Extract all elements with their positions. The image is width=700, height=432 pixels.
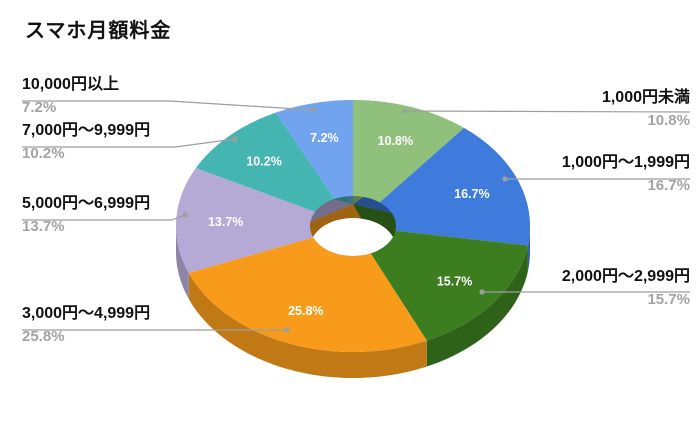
slice-percent-label: 10.8%: [378, 134, 413, 148]
leader-dot: [402, 108, 408, 114]
leader-dot: [310, 107, 316, 113]
callout-2000-2999: 2,000円〜2,999円 15.7%: [561, 268, 690, 308]
pie-slice: [188, 226, 427, 352]
leader-line: [22, 100, 314, 111]
callout-label: 10,000円以上: [22, 76, 119, 93]
pie-slice: [353, 100, 465, 226]
callout-7000-9999: 7,000円〜9,999円 10.2%: [22, 122, 151, 162]
leader-dot: [182, 212, 188, 218]
callout-1000-1999: 1,000円〜1,999円 16.7%: [561, 154, 690, 194]
callout-3000-4999: 3,000円〜4,999円 25.8%: [22, 305, 151, 345]
callout-label: 1,000円〜1,999円: [561, 154, 690, 171]
callout-label: 2,000円〜2,999円: [561, 268, 690, 285]
pie-slice-wall: [527, 226, 530, 272]
leader-line: [22, 138, 236, 148]
callout-percent: 16.7%: [647, 177, 690, 194]
pie-slice: [176, 167, 353, 273]
leader-line: [22, 214, 186, 221]
callout-percent: 13.7%: [22, 218, 65, 235]
pie-slice-wall: [176, 226, 189, 299]
pie-slice: [275, 100, 353, 226]
slice-percent-label: 13.7%: [208, 215, 243, 229]
leader-dot: [479, 289, 485, 295]
callout-label: 7,000円〜9,999円: [22, 122, 151, 139]
slice-percent-label: 16.7%: [454, 187, 489, 201]
leader-dot: [284, 327, 290, 333]
pie-slice: [353, 226, 528, 341]
callout-percent: 10.2%: [22, 145, 65, 162]
callout-5000-6999: 5,000円〜6,999円 13.7%: [22, 195, 151, 235]
slice-percent-label: 10.2%: [246, 155, 281, 169]
donut-hole: [310, 196, 396, 256]
slice-percent-label: 25.8%: [288, 304, 323, 318]
slice-percent-label: 15.7%: [437, 274, 472, 288]
callout-label: 5,000円〜6,999円: [22, 195, 151, 212]
leader-line: [404, 110, 691, 113]
pie-slice: [353, 127, 530, 246]
chart-title: スマホ月額料金: [25, 20, 172, 42]
callout-label: 3,000円〜4,999円: [22, 305, 151, 322]
leader-dot: [232, 136, 238, 142]
callout-percent: 25.8%: [22, 328, 65, 345]
pie-slice-wall: [426, 245, 528, 367]
slice-percent-label: 7.2%: [310, 131, 339, 145]
leader-dot: [502, 176, 508, 182]
pie-slice-wall: [188, 272, 427, 378]
callout-percent: 10.8%: [647, 112, 690, 129]
callout-percent: 7.2%: [22, 99, 57, 116]
callout-label: 1,000円未満: [601, 89, 690, 106]
donut-hole-floor: [310, 218, 396, 256]
callout-percent: 15.7%: [647, 291, 690, 308]
callout-under-1000: 1,000円未満 10.8%: [601, 89, 690, 129]
callout-10000-and-above: 10,000円以上 7.2%: [22, 76, 119, 116]
